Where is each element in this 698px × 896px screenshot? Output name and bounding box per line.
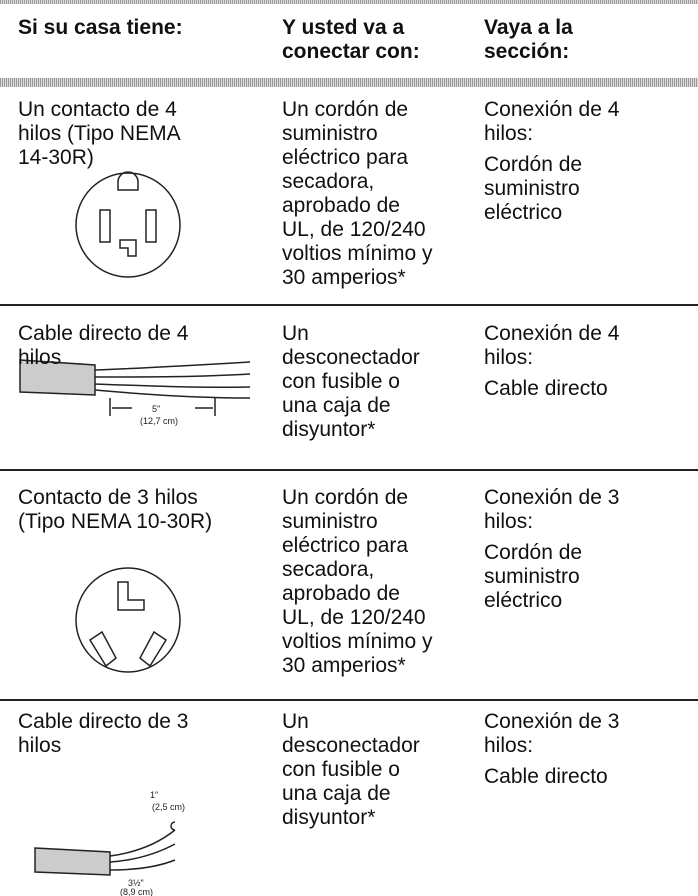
text-line: UL, de 120/240 bbox=[282, 606, 426, 629]
text-line: hilos (Tipo NEMA bbox=[18, 122, 181, 145]
text-line: desconectador bbox=[282, 734, 420, 757]
outlet-4-wire bbox=[75, 171, 181, 278]
have-cell: Cable directo de 4 hilos bbox=[18, 322, 188, 370]
connect-cell: Un cordón de suministro eléctrico para seca… bbox=[282, 486, 433, 678]
text-line: UL, de 120/240 bbox=[282, 218, 426, 241]
text-line: Contacto de 3 hilos bbox=[18, 486, 198, 509]
text-line: Conexión de 4 bbox=[484, 322, 620, 345]
text-line: Cable directo bbox=[484, 765, 608, 788]
top-band bbox=[0, 0, 698, 4]
section-cell: Conexión de 3 hilos: Cordón de suministro el… bbox=[484, 486, 619, 613]
text-line: voltios mínimo y bbox=[282, 630, 433, 653]
have-cell: Contacto de 3 hilos (Tipo NEMA 10-30R) bbox=[18, 486, 212, 534]
connect-cell: Un desconectador con fusible o una caja de d… bbox=[282, 710, 420, 830]
text-line: eléctrico bbox=[484, 589, 563, 612]
text-line: una caja de bbox=[282, 782, 391, 805]
text-line: Vaya a la bbox=[484, 16, 573, 39]
figure-label: (2,5 cm) bbox=[152, 802, 185, 812]
text-line: Cable directo bbox=[484, 377, 608, 400]
section-cell: Conexión de 3 hilos: Cable directo bbox=[484, 710, 619, 789]
text-line: Conexión de 3 bbox=[484, 486, 620, 509]
text-line: sección: bbox=[484, 40, 570, 63]
figure-label: (8,9 cm) bbox=[120, 887, 153, 896]
text-line: conectar con: bbox=[282, 40, 420, 63]
text-line: Y usted va a bbox=[282, 16, 405, 39]
section-cell: Conexión de 4 hilos: Cable directo bbox=[484, 322, 619, 401]
text-line: 30 amperios* bbox=[282, 654, 406, 677]
text-line: una caja de bbox=[282, 394, 391, 417]
header-band bbox=[0, 78, 698, 87]
text-line: eléctrico bbox=[484, 201, 563, 224]
text-line: Cordón de bbox=[484, 153, 583, 176]
text-line: suministro bbox=[484, 565, 580, 588]
text-line: con fusible o bbox=[282, 758, 400, 781]
text-line: 14-30R) bbox=[18, 146, 94, 169]
text-line: 30 amperios* bbox=[282, 266, 406, 289]
text-line: suministro bbox=[282, 122, 378, 145]
cable-4-wire: 5" (12,7 cm) bbox=[19, 359, 251, 426]
text-line: Cable directo de 4 bbox=[18, 322, 189, 345]
row-rule bbox=[0, 699, 698, 701]
text-line: (Tipo NEMA 10-30R) bbox=[18, 510, 213, 533]
text-line: aprobado de bbox=[282, 194, 400, 217]
text-line: secadora, bbox=[282, 558, 375, 581]
text-line: Cable directo de 3 bbox=[18, 710, 189, 733]
figure-label: 3½" bbox=[128, 878, 144, 888]
text-line: secadora, bbox=[282, 170, 375, 193]
text-line: Conexión de 4 bbox=[484, 98, 620, 121]
connect-cell: Un cordón de suministro eléctrico para seca… bbox=[282, 98, 433, 290]
text-line: aprobado de bbox=[282, 582, 400, 605]
text-line: desconectador bbox=[282, 346, 420, 369]
figure-label: 5" bbox=[152, 404, 160, 414]
header-cell: Si su casa tiene: bbox=[18, 16, 183, 40]
text-line: hilos bbox=[18, 734, 62, 757]
text-line: suministro bbox=[484, 177, 580, 200]
text-line: suministro bbox=[282, 510, 378, 533]
text-line: hilos: bbox=[484, 734, 534, 757]
text-line: disyuntor* bbox=[282, 806, 376, 829]
figure-label: 1" bbox=[150, 790, 158, 800]
text-line: con fusible o bbox=[282, 370, 400, 393]
text-line: eléctrico para bbox=[282, 534, 409, 557]
have-cell: Cable directo de 3 hilos bbox=[18, 710, 188, 758]
text-line: Un cordón de bbox=[282, 98, 409, 121]
text-line: Un bbox=[282, 322, 309, 345]
row-rule bbox=[0, 469, 698, 471]
text-line: hilos: bbox=[484, 346, 534, 369]
header-cell: Y usted va a conectar con: bbox=[282, 16, 420, 64]
section-cell: Conexión de 4 hilos: Cordón de suministro el… bbox=[484, 98, 619, 225]
text-line: hilos: bbox=[484, 510, 534, 533]
text-line: Conexión de 3 bbox=[484, 710, 620, 733]
outlet-3-wire bbox=[75, 567, 181, 673]
header-cell: Vaya a la sección: bbox=[484, 16, 573, 64]
connect-cell: Un desconectador con fusible o una caja de d… bbox=[282, 322, 420, 442]
text-line: Un bbox=[282, 710, 309, 733]
text-line: Un contacto de 4 bbox=[18, 98, 177, 121]
text-line: disyuntor* bbox=[282, 418, 376, 441]
cable-3-wire: 1" (2,5 cm) 3½" (8,9 cm) bbox=[34, 790, 185, 896]
text-line: Un cordón de bbox=[282, 486, 409, 509]
text-line: eléctrico para bbox=[282, 146, 409, 169]
text-line: Si su casa tiene: bbox=[18, 16, 183, 39]
row-rule bbox=[0, 304, 698, 306]
text-line: hilos bbox=[18, 346, 62, 369]
text-line: Cordón de bbox=[484, 541, 583, 564]
text-line: hilos: bbox=[484, 122, 534, 145]
have-cell: Un contacto de 4 hilos (Tipo NEMA 14-30R) bbox=[18, 98, 181, 170]
text-line: voltios mínimo y bbox=[282, 242, 433, 265]
figure-label: (12,7 cm) bbox=[140, 416, 178, 426]
